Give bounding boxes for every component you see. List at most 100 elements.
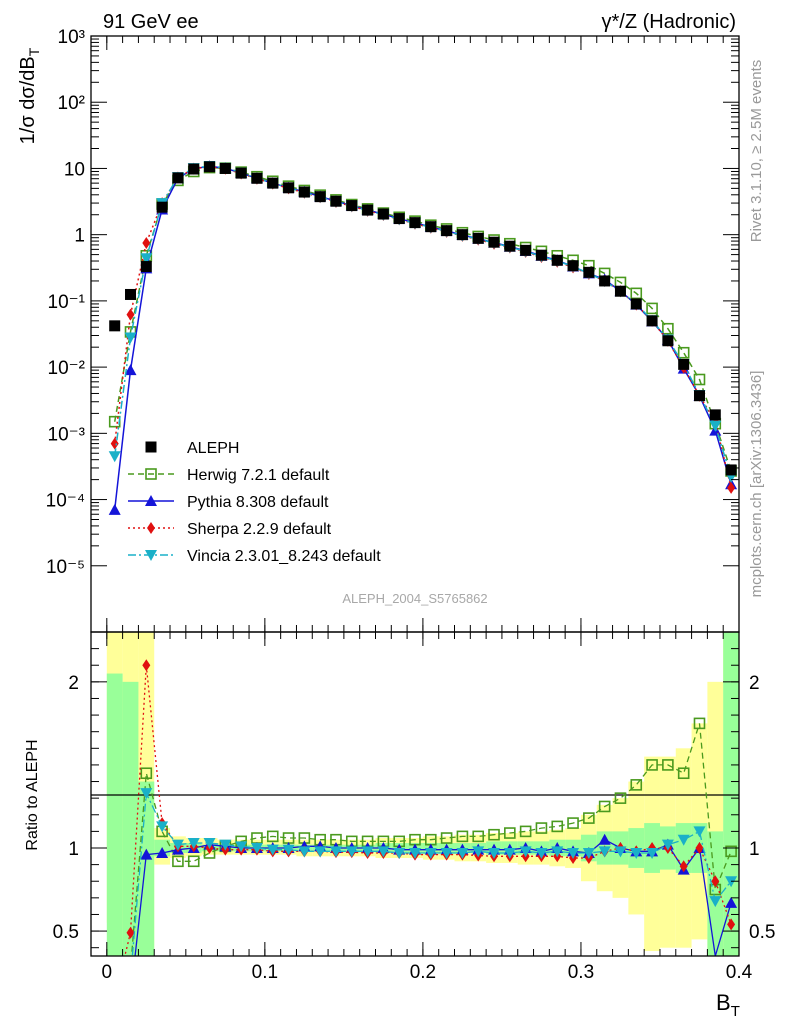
data-point bbox=[504, 240, 516, 252]
series-point-ratio bbox=[456, 847, 469, 859]
series-point-ratio bbox=[472, 830, 485, 843]
data-point bbox=[456, 229, 468, 241]
series-point-ratio bbox=[140, 848, 153, 860]
series-point-ratio bbox=[725, 896, 738, 908]
x-tick-label: 0 bbox=[102, 962, 113, 983]
series-point-main bbox=[126, 308, 135, 321]
x-tick-label: 0.4 bbox=[726, 962, 753, 983]
series-point-ratio bbox=[440, 832, 453, 844]
svg-text:BT: BT bbox=[716, 990, 740, 1020]
data-point bbox=[362, 204, 374, 216]
data-point bbox=[599, 275, 611, 287]
series-point-ratio bbox=[314, 846, 327, 858]
series-point-ratio bbox=[440, 847, 453, 859]
data-point bbox=[251, 172, 263, 184]
data-point bbox=[441, 225, 453, 237]
data-point bbox=[235, 167, 247, 179]
y-tick-label-main: 10⁻⁵ bbox=[46, 557, 85, 578]
series-point-ratio bbox=[711, 875, 720, 888]
series-point-ratio bbox=[409, 847, 421, 859]
series-point-ratio bbox=[551, 846, 564, 858]
data-point bbox=[298, 186, 310, 198]
green-band-bin bbox=[122, 681, 139, 956]
series-point-ratio bbox=[614, 846, 627, 858]
data-point bbox=[156, 201, 168, 213]
data-point bbox=[109, 320, 121, 332]
series-point-ratio bbox=[282, 844, 295, 856]
series-point-main bbox=[709, 420, 722, 432]
data-point bbox=[330, 195, 342, 207]
series-point-main bbox=[124, 332, 137, 344]
series-point-ratio bbox=[677, 767, 690, 780]
series-point-ratio bbox=[727, 918, 736, 931]
series-point-ratio bbox=[504, 827, 516, 839]
header-right: γ*/Z (Hadronic) bbox=[602, 11, 736, 33]
x-tick-label: 0.1 bbox=[252, 962, 278, 983]
legend-marker bbox=[147, 522, 155, 534]
data-point bbox=[520, 244, 532, 256]
series-point-ratio bbox=[630, 847, 643, 859]
x-tick-label: 0.3 bbox=[568, 962, 594, 983]
series-point-ratio bbox=[424, 847, 437, 859]
ratio-frame bbox=[90, 631, 740, 957]
legend-marker bbox=[145, 441, 157, 453]
series-point-main bbox=[108, 503, 121, 515]
series-point-ratio bbox=[582, 847, 595, 859]
series-point-ratio bbox=[187, 855, 200, 868]
x-tick-label: 0.2 bbox=[410, 962, 436, 983]
legend-marker bbox=[145, 495, 157, 506]
legend-label: Herwig 7.2.1 default bbox=[187, 467, 330, 484]
series-point-ratio bbox=[172, 855, 184, 868]
series-point-ratio bbox=[488, 828, 500, 841]
series-line-ratio bbox=[131, 790, 732, 956]
data-point bbox=[267, 177, 279, 189]
legend: ALEPH Herwig 7.2.1 default Pythia 8.308 de… bbox=[128, 440, 381, 565]
y-axis-label-main: 1/σ dσ/dBT bbox=[17, 47, 42, 144]
green-band-bin bbox=[723, 632, 739, 956]
series-point-ratio bbox=[503, 847, 516, 859]
series-point-main bbox=[727, 481, 736, 494]
series-point-ratio bbox=[219, 839, 232, 851]
series-line-ratio bbox=[124, 665, 732, 956]
series-point-ratio bbox=[535, 822, 548, 834]
data-point bbox=[551, 254, 563, 266]
y-tick-label-main: 10³ bbox=[58, 27, 85, 48]
data-point bbox=[662, 335, 674, 347]
series-point-ratio bbox=[646, 759, 658, 771]
data-point bbox=[583, 266, 595, 278]
data-point bbox=[409, 217, 421, 229]
legend-marker bbox=[145, 468, 157, 480]
y-tick-label-main: 1 bbox=[74, 226, 85, 247]
series-point-ratio bbox=[598, 846, 611, 858]
series-point-main bbox=[693, 373, 706, 386]
series-point-ratio bbox=[140, 767, 153, 780]
series-point-ratio bbox=[662, 759, 674, 771]
legend-marker bbox=[145, 550, 157, 561]
series-line-main bbox=[113, 166, 732, 472]
series-point-ratio bbox=[203, 838, 216, 850]
data-point bbox=[646, 315, 658, 327]
y-tick-label-ratio-left: 0.5 bbox=[53, 922, 79, 943]
y-tick-label-ratio-right: 2 bbox=[749, 673, 760, 694]
legend-label: Pythia 8.308 default bbox=[187, 494, 329, 511]
y-tick-label-main: 10² bbox=[58, 93, 85, 114]
data-point bbox=[125, 288, 137, 300]
main-frame bbox=[90, 35, 740, 633]
series-point-ratio bbox=[235, 841, 248, 853]
y-tick-label-ratio-right: 1 bbox=[749, 839, 760, 860]
data-point bbox=[314, 191, 326, 203]
rivet-label: Rivet 3.1.10, ≥ 2.5M events bbox=[748, 60, 765, 243]
data-point bbox=[693, 390, 705, 402]
legend-label: Sherpa 2.2.9 default bbox=[187, 521, 332, 538]
legend-label: Vincia 2.3.01_8.243 default bbox=[187, 548, 381, 565]
series-point-ratio bbox=[598, 800, 611, 813]
green-band-bin bbox=[138, 781, 155, 956]
mcplots-label: mcplots.cern.ch [arXiv:1306.3436] bbox=[748, 371, 765, 598]
series-point-ratio bbox=[695, 842, 704, 854]
data-point bbox=[472, 232, 484, 244]
series-point-ratio bbox=[519, 825, 532, 838]
x-axis-label: BT bbox=[716, 990, 740, 1020]
y-tick-label-main: 10⁻⁴ bbox=[46, 491, 85, 512]
series-point-ratio bbox=[361, 846, 374, 858]
